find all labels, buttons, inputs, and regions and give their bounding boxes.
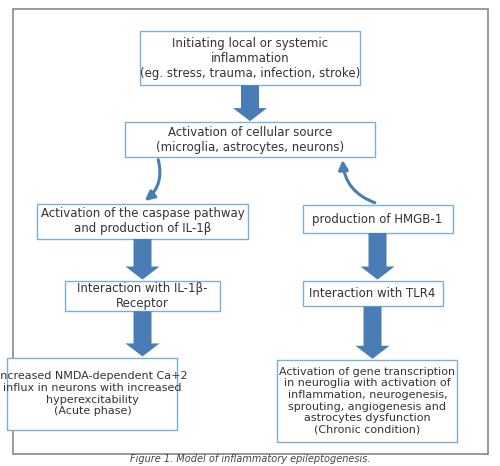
Polygon shape xyxy=(356,307,390,359)
Bar xyxy=(302,205,452,233)
Polygon shape xyxy=(233,85,267,121)
Text: Increased NMDA-dependent Ca+2
influx in neurons with increased
hyperexcitability: Increased NMDA-dependent Ca+2 influx in … xyxy=(0,371,188,416)
Text: Activation of cellular source
(microglia, astrocytes, neurons): Activation of cellular source (microglia… xyxy=(156,126,344,154)
Bar xyxy=(8,358,177,430)
FancyArrowPatch shape xyxy=(148,160,160,199)
FancyArrowPatch shape xyxy=(340,163,375,203)
Polygon shape xyxy=(360,233,394,280)
Bar xyxy=(125,123,375,158)
Text: Interaction with IL-1β-
Receptor: Interaction with IL-1β- Receptor xyxy=(77,282,208,310)
Bar xyxy=(140,32,360,85)
Text: Activation of the caspase pathway
and production of IL-1β: Activation of the caspase pathway and pr… xyxy=(40,207,244,235)
Bar xyxy=(38,204,248,239)
Bar xyxy=(65,281,220,311)
Text: production of HMGB-1: production of HMGB-1 xyxy=(312,212,442,226)
Text: Initiating local or systemic
inflammation
(eg. stress, trauma, infection, stroke: Initiating local or systemic inflammatio… xyxy=(140,37,360,80)
Polygon shape xyxy=(126,311,160,356)
Polygon shape xyxy=(126,239,160,280)
Bar xyxy=(278,360,458,442)
Text: Activation of gene transcription
in neuroglia with activation of
inflammation, n: Activation of gene transcription in neur… xyxy=(280,367,456,435)
Bar xyxy=(302,281,442,307)
Text: Figure 1. Model of inflammatory epileptogenesis.: Figure 1. Model of inflammatory epilepto… xyxy=(130,454,370,464)
Text: Interaction with TLR4: Interaction with TLR4 xyxy=(310,287,436,300)
